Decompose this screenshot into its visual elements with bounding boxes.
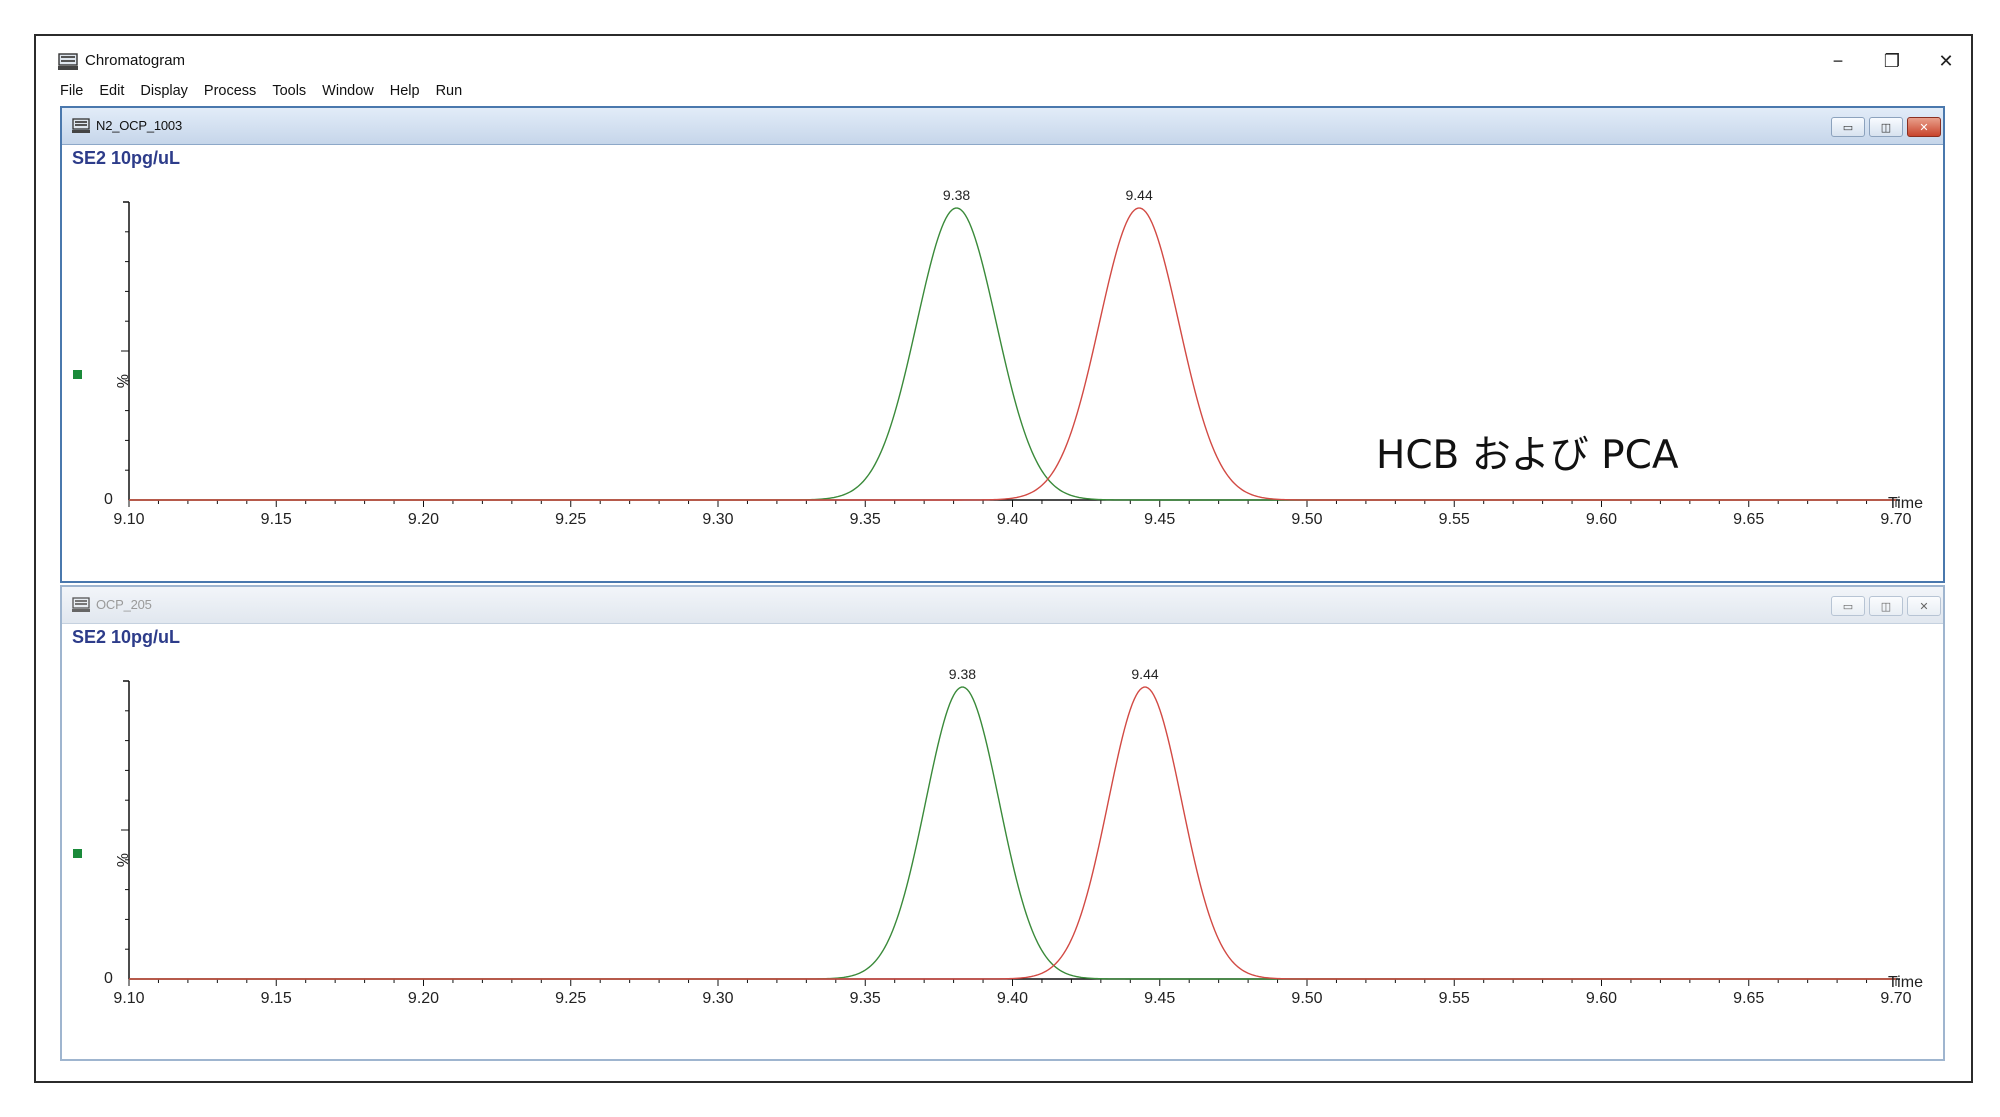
y-axis xyxy=(121,201,130,500)
x-tick-label: 9.15 xyxy=(261,990,292,1007)
x-tick-labels: 9.10 9.15 9.20 9.25 9.30 9.35 9.40 9.45 9.50 9.55… xyxy=(113,990,1911,1007)
traces xyxy=(129,207,1896,501)
chromatogram-app-icon xyxy=(58,53,78,70)
x-tick-label: 9.25 xyxy=(555,511,586,528)
sample-label: SE2 10pg/uL xyxy=(72,148,181,168)
subwindow-minimize-button[interactable]: ▭ xyxy=(1831,117,1865,137)
trace-line-2 xyxy=(129,686,1896,980)
chromatogram-window: Chromatogram − ❐ ✕ File Edit Display Pro… xyxy=(34,34,1973,1083)
x-tick-label: 9.65 xyxy=(1733,511,1764,528)
peak-label-1: 9.38 xyxy=(949,666,976,682)
mass-channel-marker xyxy=(73,370,82,379)
y-axis-label: % xyxy=(113,853,130,867)
restore-icon: ❐ xyxy=(1883,50,1901,71)
title-bar[interactable]: Chromatogram − ❐ ✕ xyxy=(36,36,1971,80)
chromatogram-doc-icon xyxy=(72,597,90,612)
subwindow-title: N2_OCP_1003 xyxy=(96,118,182,133)
maximize-icon: ◫ xyxy=(1880,600,1892,613)
x-tick-label: 9.65 xyxy=(1733,990,1764,1007)
close-button[interactable]: ✕ xyxy=(1924,46,1968,76)
sample-label: SE2 10pg/uL xyxy=(72,627,181,647)
y-zero-label: 0 xyxy=(104,970,113,987)
menu-tools[interactable]: Tools xyxy=(272,83,307,99)
traces xyxy=(129,686,1896,980)
menu-help[interactable]: Help xyxy=(389,83,420,99)
trace-line-1 xyxy=(129,686,1896,980)
maximize-icon: ◫ xyxy=(1880,121,1892,134)
close-icon: ✕ xyxy=(1919,600,1929,613)
x-tick-label: 9.40 xyxy=(997,511,1028,528)
subwindow-maximize-button[interactable]: ◫ xyxy=(1869,117,1903,137)
subwindow-close-button[interactable]: ✕ xyxy=(1907,596,1941,616)
menu-window[interactable]: Window xyxy=(322,83,374,99)
x-tick-label: 9.45 xyxy=(1144,990,1175,1007)
x-tick-label: 9.70 xyxy=(1880,511,1911,528)
peak-label-2: 9.44 xyxy=(1126,187,1153,203)
x-tick-label: 9.25 xyxy=(555,990,586,1007)
menu-file[interactable]: File xyxy=(60,83,84,99)
x-tick-label: 9.45 xyxy=(1144,511,1175,528)
minimize-icon: − xyxy=(1832,50,1844,71)
x-tick-marks xyxy=(128,979,1897,986)
subwindow-title: OCP_205 xyxy=(96,597,152,612)
chromatogram-subwindow-1[interactable]: N2_OCP_1003 ▭ ◫ ✕ SE2 10pg/uL % 0 Time 9… xyxy=(60,106,1945,583)
x-tick-label: 9.10 xyxy=(113,990,144,1007)
x-tick-label: 9.60 xyxy=(1586,990,1617,1007)
y-axis xyxy=(121,680,130,979)
chromatogram-plot[interactable]: % 0 Time 9.38 9.44 9.10 9.15 9.20 9.25 9.30 9… xyxy=(62,587,1943,1059)
x-tick-label: 9.20 xyxy=(408,511,439,528)
close-icon: ✕ xyxy=(1919,121,1929,134)
minimize-icon: ▭ xyxy=(1842,600,1854,613)
menu-display[interactable]: Display xyxy=(140,83,188,99)
subwindow-close-button[interactable]: ✕ xyxy=(1907,117,1941,137)
x-tick-labels: 9.10 9.15 9.20 9.25 9.30 9.35 9.40 9.45 9.50 9.55… xyxy=(113,511,1911,528)
minimize-button[interactable]: − xyxy=(1816,46,1860,76)
x-tick-label: 9.35 xyxy=(850,990,881,1007)
chromatogram-subwindow-2[interactable]: OCP_205 ▭ ◫ ✕ SE2 10pg/uL % 0 Time 9.38 … xyxy=(60,585,1945,1061)
x-tick-label: 9.60 xyxy=(1586,511,1617,528)
x-tick-label: 9.50 xyxy=(1291,990,1322,1007)
x-tick-label: 9.15 xyxy=(261,511,292,528)
compound-annotation: HCB および PCA xyxy=(1376,433,1679,478)
x-axis-label: Time xyxy=(1888,974,1923,991)
x-tick-marks xyxy=(128,500,1897,507)
chromatogram-doc-icon xyxy=(72,118,90,133)
menu-run[interactable]: Run xyxy=(435,83,463,99)
x-tick-label: 9.35 xyxy=(850,511,881,528)
x-tick-label: 9.55 xyxy=(1439,990,1470,1007)
peak-label-1: 9.38 xyxy=(943,187,970,203)
trace-line-2 xyxy=(129,207,1896,501)
close-icon: ✕ xyxy=(1938,50,1954,71)
x-tick-label: 9.70 xyxy=(1880,990,1911,1007)
x-tick-label: 9.50 xyxy=(1291,511,1322,528)
subwindow-title-bar[interactable]: OCP_205 ▭ ◫ ✕ xyxy=(62,587,1943,624)
x-tick-label: 9.10 xyxy=(113,511,144,528)
mass-channel-marker xyxy=(73,849,82,858)
chromatogram-plot[interactable]: % 0 Time 9.38 9.44 9.10 9.15 9.20 9.25 9.30 9… xyxy=(62,108,1943,581)
menu-edit[interactable]: Edit xyxy=(99,83,125,99)
subwindow-minimize-button[interactable]: ▭ xyxy=(1831,596,1865,616)
subwindow-title-bar[interactable]: N2_OCP_1003 ▭ ◫ ✕ xyxy=(62,108,1943,145)
y-axis-label: % xyxy=(113,374,130,388)
x-tick-label: 9.30 xyxy=(702,990,733,1007)
x-axis-label: Time xyxy=(1888,495,1923,512)
y-zero-label: 0 xyxy=(104,491,113,508)
x-tick-label: 9.20 xyxy=(408,990,439,1007)
x-tick-label: 9.55 xyxy=(1439,511,1470,528)
menu-process[interactable]: Process xyxy=(203,83,257,99)
subwindow-maximize-button[interactable]: ◫ xyxy=(1869,596,1903,616)
x-tick-label: 9.30 xyxy=(702,511,733,528)
minimize-icon: ▭ xyxy=(1842,121,1854,134)
app-title: Chromatogram xyxy=(85,52,186,69)
menu-bar: File Edit Display Process Tools Window H… xyxy=(56,80,470,104)
peak-label-2: 9.44 xyxy=(1131,666,1158,682)
maximize-button[interactable]: ❐ xyxy=(1870,46,1914,76)
x-tick-label: 9.40 xyxy=(997,990,1028,1007)
